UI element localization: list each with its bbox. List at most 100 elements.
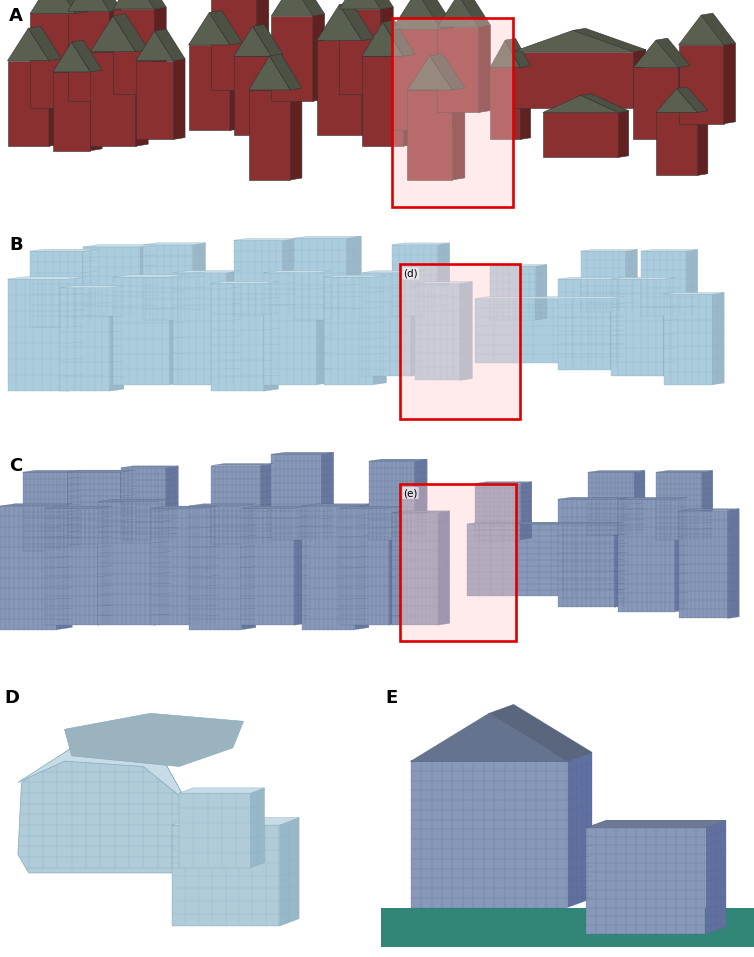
- Polygon shape: [294, 506, 308, 625]
- Polygon shape: [581, 250, 637, 251]
- Text: D: D: [5, 689, 20, 707]
- Polygon shape: [520, 66, 531, 140]
- Polygon shape: [676, 87, 708, 112]
- Polygon shape: [558, 500, 615, 607]
- Polygon shape: [53, 72, 90, 150]
- Polygon shape: [411, 713, 567, 761]
- Polygon shape: [234, 240, 283, 316]
- Polygon shape: [90, 16, 136, 52]
- Polygon shape: [136, 31, 173, 60]
- Polygon shape: [30, 249, 97, 251]
- Polygon shape: [75, 11, 87, 108]
- Polygon shape: [513, 31, 633, 52]
- Polygon shape: [271, 0, 313, 15]
- Polygon shape: [0, 506, 57, 630]
- Polygon shape: [151, 506, 218, 508]
- Polygon shape: [437, 511, 449, 625]
- Polygon shape: [415, 283, 460, 380]
- Polygon shape: [317, 5, 362, 40]
- Polygon shape: [490, 40, 520, 67]
- Polygon shape: [369, 459, 427, 461]
- Polygon shape: [339, 506, 402, 508]
- Polygon shape: [415, 459, 427, 540]
- Polygon shape: [293, 0, 324, 15]
- Polygon shape: [302, 506, 354, 630]
- Polygon shape: [155, 29, 185, 60]
- Polygon shape: [407, 56, 452, 90]
- Polygon shape: [210, 11, 243, 45]
- Polygon shape: [204, 506, 218, 625]
- Polygon shape: [489, 704, 592, 761]
- Polygon shape: [697, 111, 708, 175]
- Polygon shape: [543, 96, 618, 112]
- Polygon shape: [121, 470, 135, 545]
- Polygon shape: [241, 508, 294, 625]
- Polygon shape: [264, 281, 278, 391]
- Polygon shape: [90, 52, 136, 146]
- Polygon shape: [458, 0, 490, 27]
- Polygon shape: [211, 283, 264, 391]
- Polygon shape: [520, 481, 532, 540]
- Bar: [400, 483, 516, 641]
- Polygon shape: [437, 243, 449, 316]
- Polygon shape: [641, 251, 686, 316]
- Polygon shape: [136, 50, 148, 146]
- Bar: [400, 264, 520, 419]
- Polygon shape: [362, 273, 411, 376]
- Polygon shape: [234, 26, 271, 56]
- Polygon shape: [45, 508, 98, 625]
- Text: E: E: [385, 689, 397, 707]
- Polygon shape: [664, 293, 724, 294]
- Polygon shape: [633, 67, 679, 140]
- Polygon shape: [686, 250, 697, 316]
- Polygon shape: [109, 286, 124, 391]
- Polygon shape: [8, 60, 49, 146]
- Polygon shape: [675, 498, 687, 612]
- Polygon shape: [724, 43, 735, 123]
- Polygon shape: [226, 271, 241, 385]
- Polygon shape: [172, 825, 279, 926]
- Text: (e): (e): [403, 488, 418, 498]
- Polygon shape: [339, 508, 388, 625]
- Polygon shape: [60, 286, 124, 288]
- Polygon shape: [452, 88, 464, 180]
- Polygon shape: [339, 3, 374, 40]
- Polygon shape: [430, 54, 464, 90]
- Polygon shape: [89, 0, 121, 11]
- Polygon shape: [611, 297, 624, 363]
- Polygon shape: [173, 271, 241, 273]
- Polygon shape: [8, 277, 84, 279]
- Polygon shape: [513, 52, 633, 108]
- Polygon shape: [155, 7, 166, 95]
- Polygon shape: [618, 498, 687, 500]
- Polygon shape: [392, 30, 441, 130]
- Polygon shape: [260, 463, 274, 545]
- Polygon shape: [679, 509, 739, 510]
- Polygon shape: [706, 820, 726, 934]
- Polygon shape: [211, 463, 274, 465]
- Polygon shape: [581, 251, 626, 312]
- Polygon shape: [679, 45, 724, 123]
- Polygon shape: [294, 238, 347, 320]
- Polygon shape: [460, 281, 472, 380]
- Polygon shape: [490, 266, 535, 320]
- Polygon shape: [615, 498, 628, 607]
- Polygon shape: [586, 820, 726, 828]
- Polygon shape: [68, 470, 135, 472]
- Polygon shape: [656, 112, 697, 175]
- Polygon shape: [30, 251, 83, 326]
- Polygon shape: [98, 501, 155, 625]
- Polygon shape: [18, 748, 186, 873]
- Polygon shape: [381, 7, 394, 95]
- Polygon shape: [143, 243, 206, 245]
- Polygon shape: [633, 40, 679, 67]
- Polygon shape: [279, 817, 299, 926]
- Polygon shape: [611, 523, 623, 596]
- Polygon shape: [256, 0, 269, 90]
- Polygon shape: [18, 748, 186, 801]
- Polygon shape: [192, 243, 206, 320]
- Polygon shape: [664, 278, 676, 376]
- Polygon shape: [392, 245, 437, 316]
- Polygon shape: [179, 793, 250, 868]
- Polygon shape: [373, 275, 387, 385]
